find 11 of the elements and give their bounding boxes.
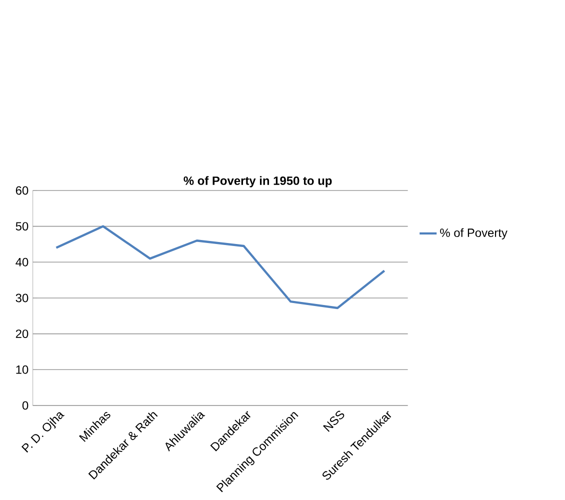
y-tick-label: 10 <box>16 365 28 374</box>
chart-title: % of Poverty in 1950 to up <box>184 176 332 188</box>
y-tick-label: 0 <box>22 401 28 410</box>
y-tick-label: 60 <box>16 186 28 195</box>
line-series <box>55 225 386 309</box>
x-tick-label: P. D. Ojha <box>21 412 64 452</box>
y-tick-label: 20 <box>16 329 28 338</box>
y-tick-label: 30 <box>16 294 28 302</box>
legend-label: % of Poverty <box>440 228 508 240</box>
y-tick-label: 40 <box>16 258 28 266</box>
y-tick-label: 50 <box>16 222 28 230</box>
